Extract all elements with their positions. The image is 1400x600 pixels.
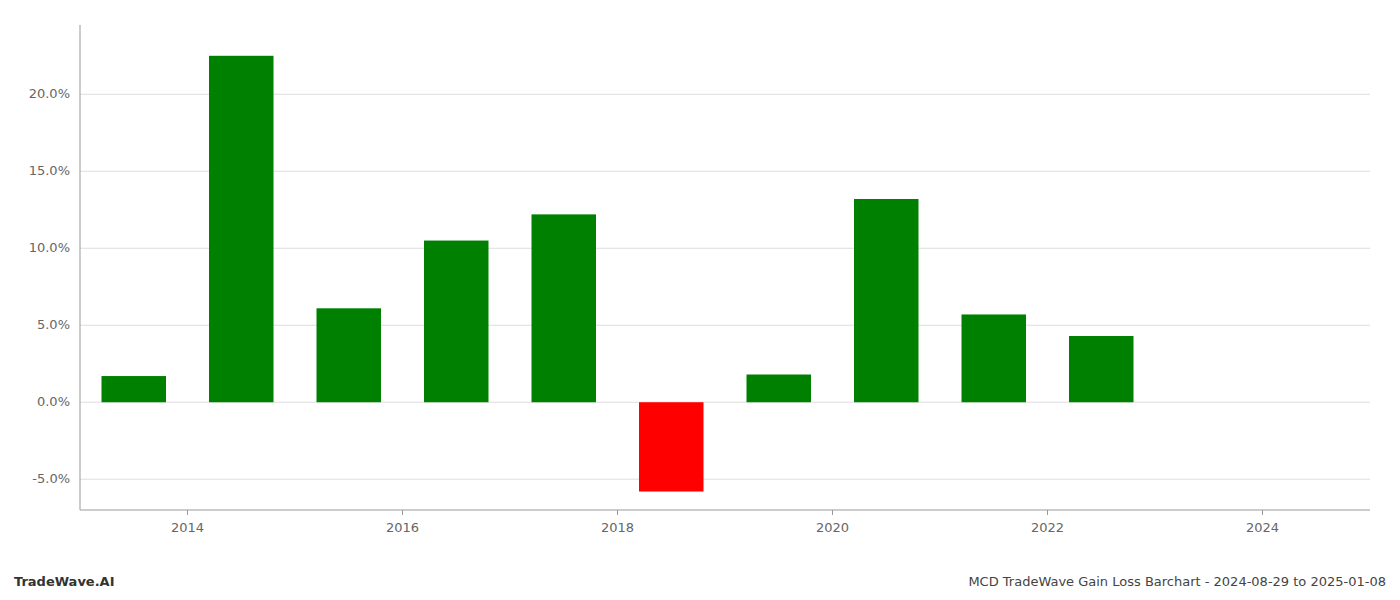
x-tick-label: 2014 xyxy=(171,520,204,535)
x-tick xyxy=(402,510,403,515)
y-tick-label: 15.0% xyxy=(29,163,70,178)
x-ticks: 2014 2016 2018 2020 2022 2024 xyxy=(171,510,1279,535)
bar xyxy=(962,314,1027,402)
y-tick-label: 0.0% xyxy=(37,394,70,409)
x-tick xyxy=(832,510,833,515)
bar xyxy=(532,214,597,402)
bar xyxy=(424,241,489,403)
x-tick xyxy=(187,510,188,515)
y-tick-labels: -5.0% 0.0% 5.0% 10.0% 15.0% 20.0% xyxy=(29,86,70,486)
y-tick-label: 10.0% xyxy=(29,240,70,255)
x-tick-label: 2024 xyxy=(1246,520,1279,535)
y-tick-label: 5.0% xyxy=(37,317,70,332)
bar xyxy=(854,199,919,402)
x-tick-label: 2016 xyxy=(386,520,419,535)
x-tick xyxy=(617,510,618,515)
x-tick-label: 2018 xyxy=(601,520,634,535)
y-tick-label: 20.0% xyxy=(29,86,70,101)
grid-line xyxy=(80,479,1370,480)
bar xyxy=(102,376,167,402)
bar xyxy=(1069,336,1134,402)
chart-container: -5.0% 0.0% 5.0% 10.0% 15.0% 20.0% 2014 2016 2018… xyxy=(0,0,1400,600)
x-tick xyxy=(1262,510,1263,515)
bars xyxy=(102,56,1134,492)
x-tick xyxy=(1047,510,1048,515)
x-tick-label: 2022 xyxy=(1031,520,1064,535)
axes xyxy=(80,25,1370,510)
footer-left: TradeWave.AI xyxy=(14,574,115,589)
x-axis-line xyxy=(80,510,1370,511)
x-tick-label: 2020 xyxy=(816,520,849,535)
bar xyxy=(209,56,274,402)
footer-right: MCD TradeWave Gain Loss Barchart - 2024-… xyxy=(968,574,1386,589)
bar xyxy=(747,375,812,403)
y-tick-label: -5.0% xyxy=(32,471,70,486)
chart: -5.0% 0.0% 5.0% 10.0% 15.0% 20.0% 2014 2016 2018… xyxy=(0,0,1400,600)
y-axis-line xyxy=(80,25,81,510)
bar xyxy=(317,308,382,402)
footer: TradeWave.AI MCD TradeWave Gain Loss Barc… xyxy=(14,574,1386,589)
bar xyxy=(639,402,704,491)
